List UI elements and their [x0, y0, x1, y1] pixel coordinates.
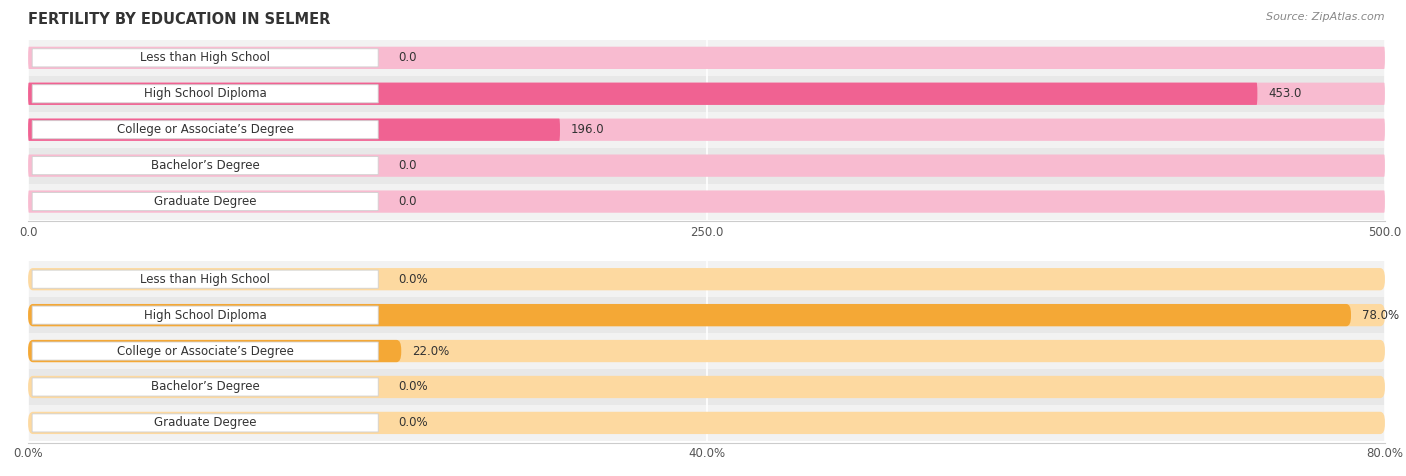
Text: Bachelor’s Degree: Bachelor’s Degree: [150, 159, 260, 172]
Text: College or Associate’s Degree: College or Associate’s Degree: [117, 123, 294, 136]
Text: 0.0: 0.0: [398, 51, 418, 64]
Text: 0.0: 0.0: [398, 195, 418, 208]
Text: Less than High School: Less than High School: [141, 273, 270, 286]
FancyBboxPatch shape: [28, 83, 1257, 105]
FancyBboxPatch shape: [28, 119, 1385, 141]
FancyBboxPatch shape: [32, 342, 378, 360]
Text: Less than High School: Less than High School: [141, 51, 270, 64]
FancyBboxPatch shape: [28, 340, 1385, 362]
Bar: [28, 40, 1385, 76]
Bar: [28, 148, 1385, 184]
FancyBboxPatch shape: [28, 340, 401, 362]
FancyBboxPatch shape: [28, 304, 1385, 326]
Text: Graduate Degree: Graduate Degree: [153, 195, 256, 208]
Bar: [28, 184, 1385, 219]
FancyBboxPatch shape: [28, 47, 1385, 69]
FancyBboxPatch shape: [28, 190, 1385, 213]
FancyBboxPatch shape: [32, 120, 378, 139]
Text: Source: ZipAtlas.com: Source: ZipAtlas.com: [1267, 12, 1385, 22]
Text: High School Diploma: High School Diploma: [143, 87, 267, 100]
FancyBboxPatch shape: [32, 85, 378, 103]
Text: 453.0: 453.0: [1268, 87, 1302, 100]
FancyBboxPatch shape: [28, 412, 1385, 434]
Text: FERTILITY BY EDUCATION IN SELMER: FERTILITY BY EDUCATION IN SELMER: [28, 12, 330, 27]
FancyBboxPatch shape: [32, 192, 378, 211]
Text: Bachelor’s Degree: Bachelor’s Degree: [150, 380, 260, 394]
Text: 78.0%: 78.0%: [1362, 308, 1399, 322]
Bar: [28, 405, 1385, 441]
Bar: [28, 297, 1385, 333]
Bar: [28, 333, 1385, 369]
FancyBboxPatch shape: [28, 119, 560, 141]
Text: High School Diploma: High School Diploma: [143, 308, 267, 322]
Text: 0.0%: 0.0%: [398, 273, 429, 286]
Text: 0.0%: 0.0%: [398, 416, 429, 429]
Text: College or Associate’s Degree: College or Associate’s Degree: [117, 345, 294, 357]
FancyBboxPatch shape: [32, 49, 378, 67]
FancyBboxPatch shape: [28, 155, 1385, 177]
Bar: [28, 261, 1385, 297]
FancyBboxPatch shape: [28, 268, 1385, 290]
FancyBboxPatch shape: [32, 414, 378, 432]
FancyBboxPatch shape: [28, 376, 1385, 398]
FancyBboxPatch shape: [32, 270, 378, 288]
Bar: [28, 112, 1385, 148]
Bar: [28, 369, 1385, 405]
FancyBboxPatch shape: [28, 83, 1385, 105]
FancyBboxPatch shape: [32, 378, 378, 396]
Text: Graduate Degree: Graduate Degree: [153, 416, 256, 429]
FancyBboxPatch shape: [28, 304, 1351, 326]
Text: 0.0%: 0.0%: [398, 380, 429, 394]
Text: 22.0%: 22.0%: [412, 345, 450, 357]
Text: 0.0: 0.0: [398, 159, 418, 172]
FancyBboxPatch shape: [32, 306, 378, 324]
Text: 196.0: 196.0: [571, 123, 605, 136]
Bar: [28, 76, 1385, 112]
FancyBboxPatch shape: [32, 157, 378, 175]
